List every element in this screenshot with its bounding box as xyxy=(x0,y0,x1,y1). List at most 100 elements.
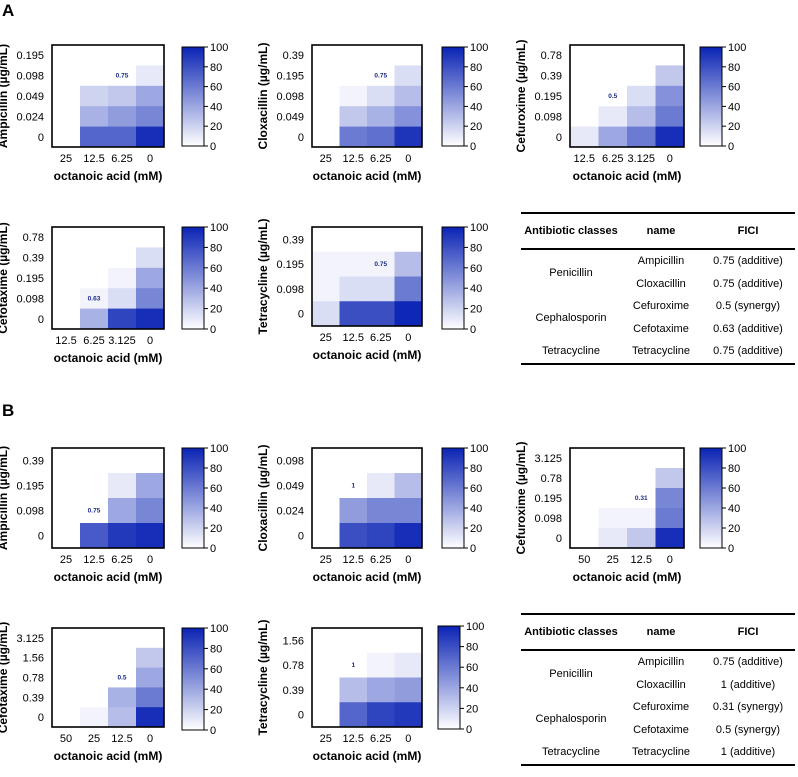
colorbar-tick-label: 100 xyxy=(210,443,228,455)
colorbar-tick-label: 60 xyxy=(470,263,482,275)
heatmap-cell xyxy=(136,647,165,668)
colorbar-tick-label: 0 xyxy=(470,324,476,336)
table-row: Tetracycline Tetracycline 0.75 (additive… xyxy=(521,340,795,364)
plot-frame xyxy=(569,44,685,148)
heatmap-cell xyxy=(108,523,137,549)
heatmap-cell xyxy=(367,85,395,107)
colorbar-tick-label: 0 xyxy=(728,543,734,555)
heatmap-cell xyxy=(80,85,109,107)
y-tick-label: 0.39 xyxy=(23,692,44,704)
heatmap-cell xyxy=(367,652,395,678)
heatmap-cell xyxy=(339,85,368,107)
name-cell: Cloxacillin xyxy=(636,678,686,691)
table-row: Penicillin Ampicillin 0.75 (additive) xyxy=(521,249,795,278)
colorbar-tick-label: 0 xyxy=(470,543,476,555)
y-axis-label: Ampicillin (µg/mL) xyxy=(0,446,10,550)
colorbar-tick-label: 40 xyxy=(210,283,222,295)
colorbar-tick-label: 60 xyxy=(210,82,222,94)
y-tick-label: 0.195 xyxy=(16,50,44,62)
colorbar xyxy=(441,447,465,549)
colorbar-tick-label: 80 xyxy=(470,242,482,254)
table-row: Cephalosporin Cefuroxime 0.31 (synergy) xyxy=(521,696,795,724)
heatmap-cell xyxy=(136,126,165,148)
heatmap-cell xyxy=(136,106,165,127)
y-axis-label: Tetracycline (µg/mL) xyxy=(256,619,270,735)
y-tick-label: 0.195 xyxy=(534,91,562,103)
heatmap-cell xyxy=(339,301,368,327)
y-tick-label: 0 xyxy=(38,712,44,724)
y-tick-label: 0.098 xyxy=(534,111,562,123)
colorbar-tick-label: 60 xyxy=(728,483,740,495)
colorbar-tick-label: 80 xyxy=(470,463,482,475)
heatmap-cell xyxy=(394,523,423,549)
x-axis-label: octanoic acid (mM) xyxy=(54,570,163,584)
x-tick-label: 6.25 xyxy=(370,153,391,165)
colorbar-tick-label: 0 xyxy=(728,141,734,153)
x-tick-label: 0 xyxy=(667,153,673,165)
colorbar-tick-label: 80 xyxy=(210,242,222,254)
fici-cell: 0.31 (synergy) xyxy=(712,701,784,714)
plot-frame xyxy=(51,226,165,330)
header-name: name xyxy=(621,213,701,250)
x-tick-label: 12.5 xyxy=(343,153,364,165)
heatmap-cell xyxy=(655,106,685,127)
x-axis-label: octanoic acid (mM) xyxy=(313,348,422,362)
colorbar-tick-label: 40 xyxy=(470,101,482,113)
y-tick-label: 0.39 xyxy=(283,685,304,697)
class-cell: Penicillin xyxy=(549,266,593,279)
x-tick-label: 25 xyxy=(320,554,332,566)
heatmap-cell xyxy=(108,308,137,330)
y-tick-label: 0.195 xyxy=(534,493,562,505)
heatmap-cell xyxy=(394,65,423,87)
y-tick-label: 0 xyxy=(298,132,304,144)
colorbar-tick-label: 20 xyxy=(470,523,482,535)
x-axis-label: octanoic acid (mM) xyxy=(313,169,422,183)
colorbar-tick-label: 20 xyxy=(728,523,740,535)
colorbar-tick-label: 100 xyxy=(210,623,228,635)
heatmap-cell xyxy=(136,667,165,688)
heatmap-cell xyxy=(136,267,165,289)
x-tick-label: 12.5 xyxy=(111,733,132,745)
heatmap-cell xyxy=(627,528,656,549)
y-tick-label: 0.024 xyxy=(16,111,44,123)
x-tick-label: 6.25 xyxy=(370,733,391,745)
heatmap-cell xyxy=(108,288,137,309)
heatmap-cell xyxy=(394,652,423,678)
heatmap-cell xyxy=(367,301,395,327)
y-tick-label: 0.049 xyxy=(276,481,304,493)
y-tick-label: 1.56 xyxy=(283,635,304,647)
heatmap-cell xyxy=(655,85,685,107)
colorbar-tick-label: 40 xyxy=(210,101,222,113)
y-tick-label: 0.098 xyxy=(276,284,304,296)
colorbar-tick-label: 0 xyxy=(210,324,216,336)
heatmap-cell xyxy=(394,301,423,327)
plot-frame xyxy=(569,447,685,549)
plot-frame xyxy=(311,226,423,327)
x-axis-label: octanoic acid (mM) xyxy=(313,570,422,584)
colorbar-tick-label: 100 xyxy=(210,42,228,54)
colorbar-tick-label: 60 xyxy=(210,483,222,495)
colorbar-tick-label: 60 xyxy=(210,263,222,275)
fici-cell: 1 (additive) xyxy=(720,746,776,759)
heatmap-cell xyxy=(136,473,165,499)
colorbar-tick-label: 100 xyxy=(210,222,228,234)
heatmap-cell xyxy=(655,468,685,489)
colorbar xyxy=(437,625,461,730)
y-axis-label: Ampicillin (µg/mL) xyxy=(0,44,10,148)
y-tick-label: 0.195 xyxy=(16,273,44,285)
colorbar-tick-label: 0 xyxy=(210,543,216,555)
heatmap-cell xyxy=(312,251,340,277)
fici-cell: 1 (additive) xyxy=(720,678,776,691)
y-tick-label: 0.39 xyxy=(283,234,304,246)
heatmap-cell xyxy=(108,473,137,499)
y-axis-label: Cefotaxime (µg/mL) xyxy=(0,622,10,734)
colorbar-tick-label: 80 xyxy=(728,463,740,475)
heatmap-cell xyxy=(80,707,109,728)
y-tick-label: 0.195 xyxy=(16,481,44,493)
heatmap-cell xyxy=(108,85,137,107)
x-tick-label: 3.125 xyxy=(108,335,136,347)
heatmap-cell xyxy=(367,677,395,703)
heatmap-cell xyxy=(655,126,685,148)
colorbar-tick-label: 40 xyxy=(210,684,222,696)
heatmap-cell xyxy=(108,498,137,524)
